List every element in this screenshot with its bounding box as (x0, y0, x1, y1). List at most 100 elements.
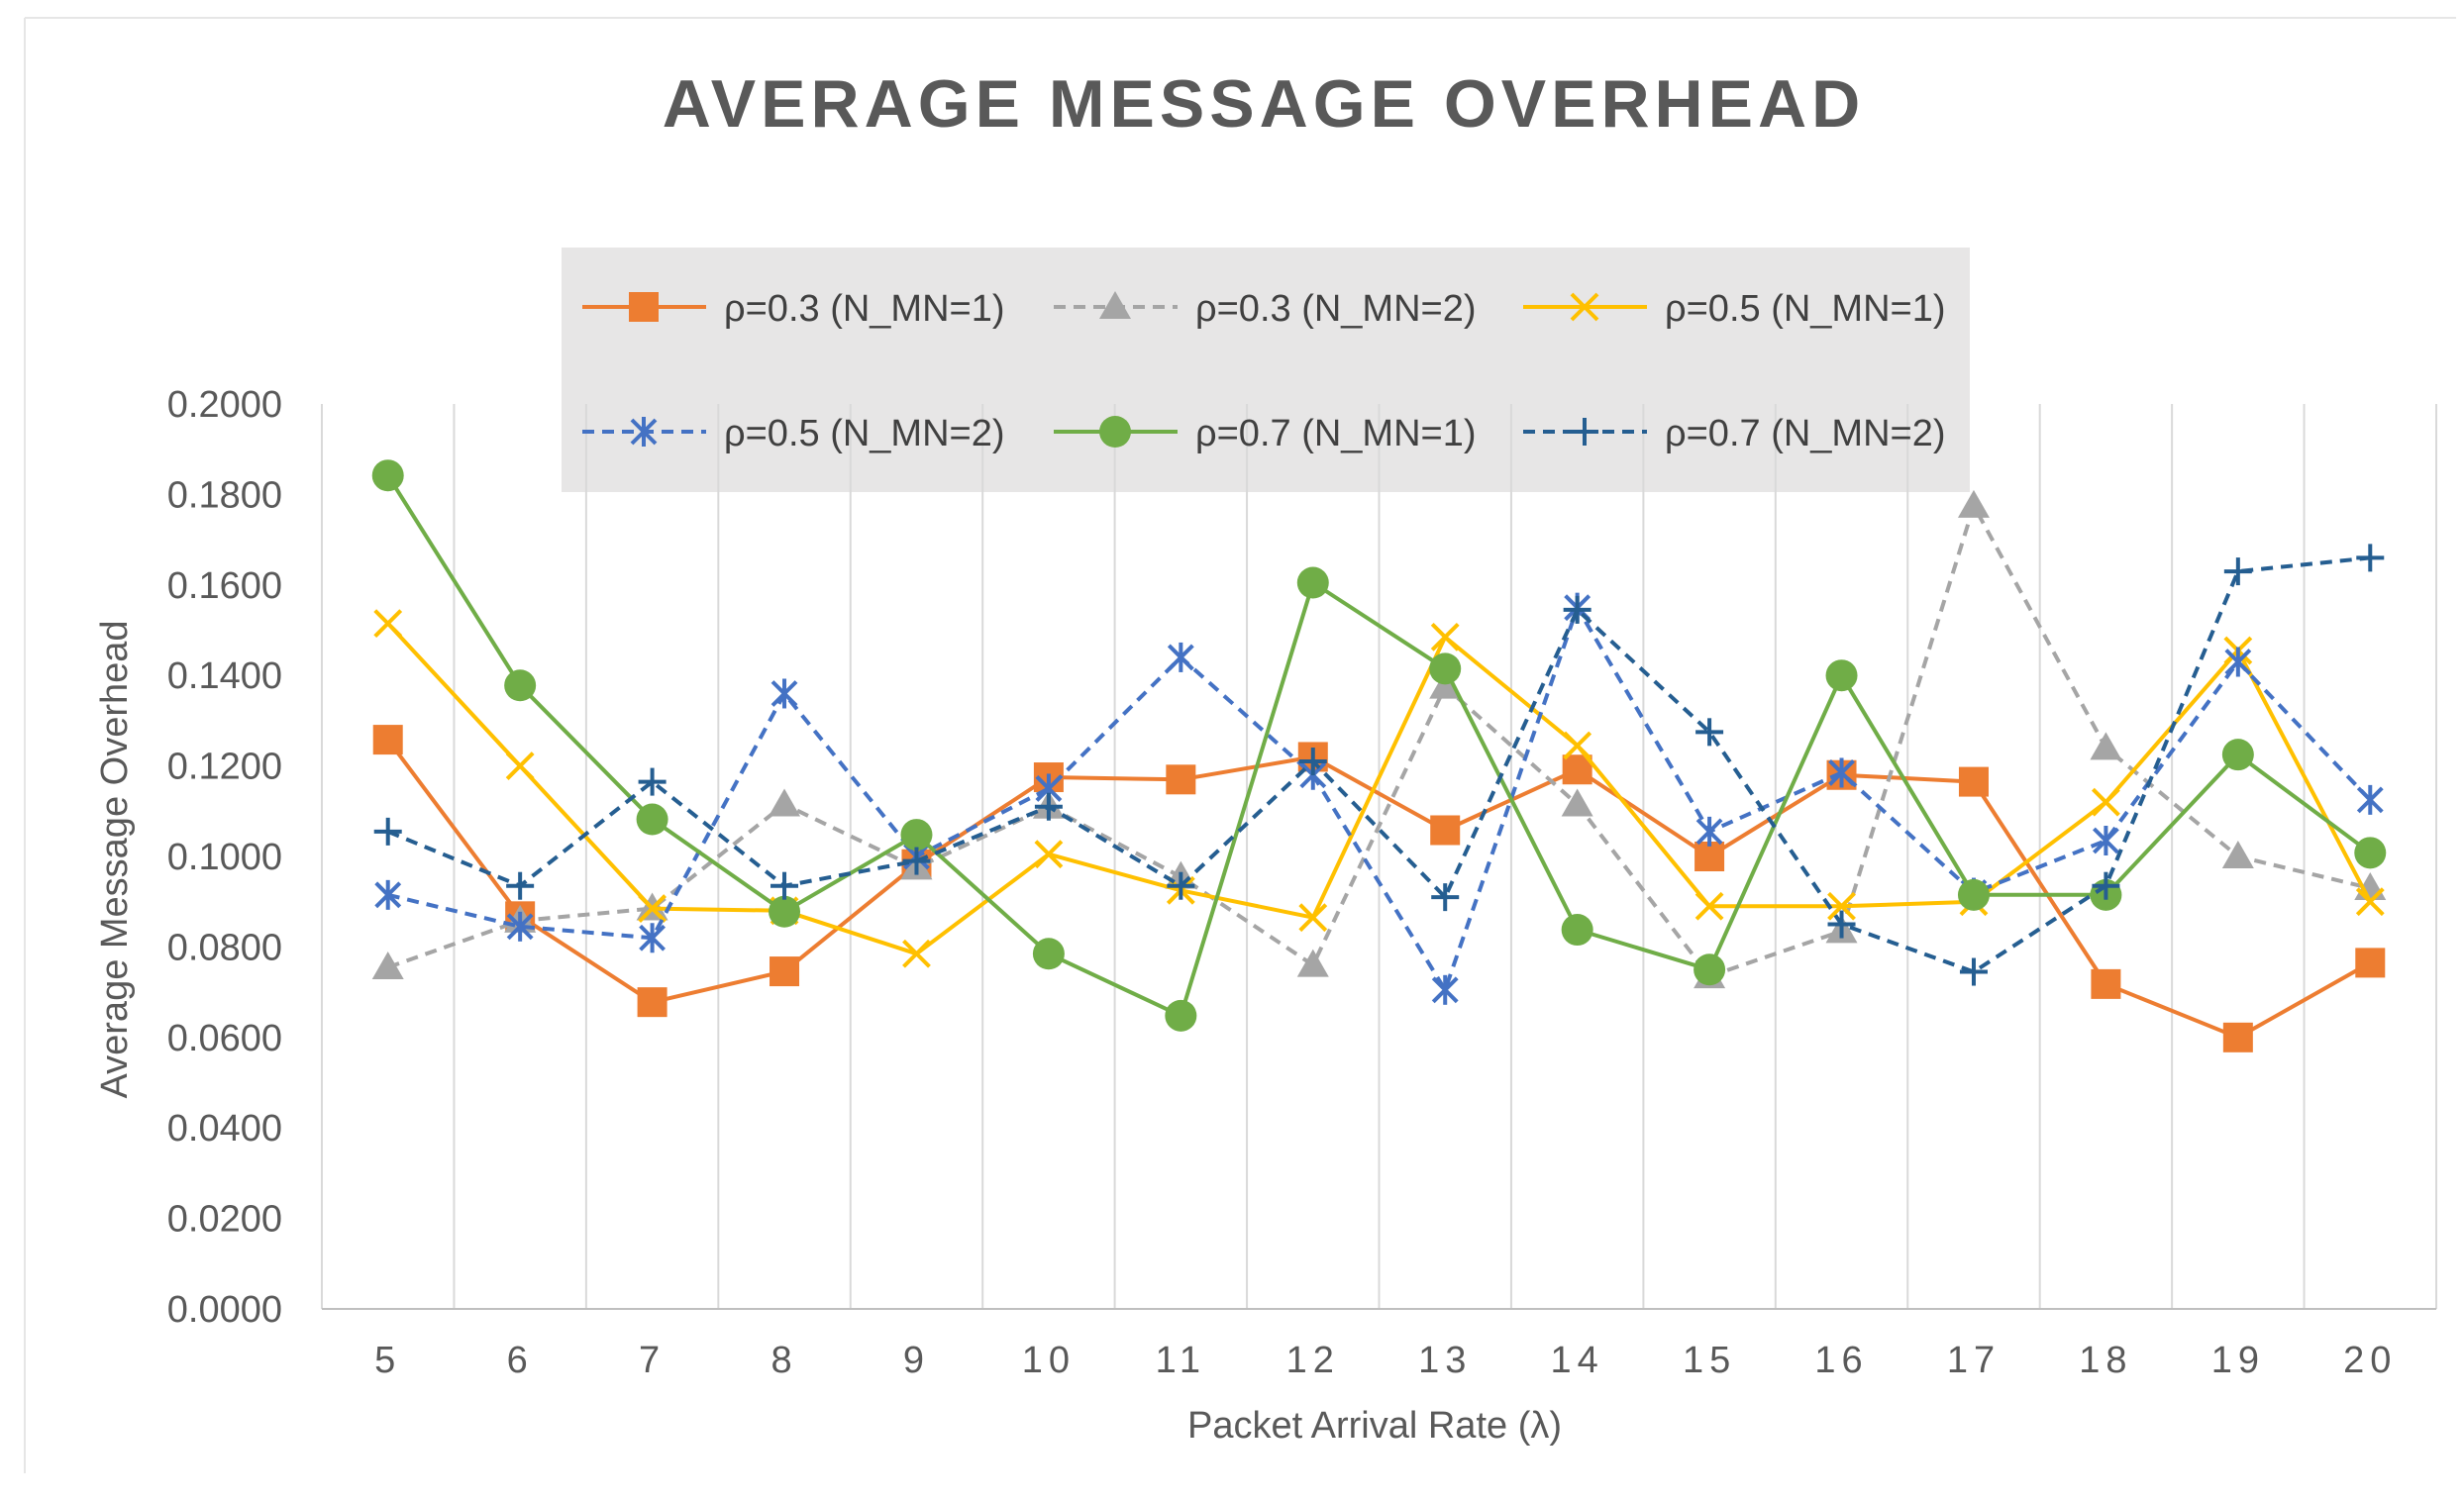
legend-marker (1099, 291, 1131, 319)
data-point (770, 871, 799, 900)
data-point (2356, 544, 2385, 572)
data-point (2356, 784, 2384, 815)
series-5 (371, 459, 2387, 1032)
legend-label: ρ=0.5 (N_MN=2) (724, 413, 1005, 454)
x-tick-label: 13 (1418, 1340, 1472, 1381)
legend-marker (629, 292, 659, 322)
data-point (372, 725, 403, 755)
data-point (2092, 871, 2120, 900)
data-point (1561, 914, 1593, 947)
data-point (639, 923, 667, 953)
data-point (2091, 787, 2120, 817)
data-point (1166, 764, 1196, 795)
data-point (1563, 731, 1592, 760)
x-tick-label: 11 (1156, 1340, 1206, 1381)
y-axis-title: Average Message Overhead (94, 620, 136, 1098)
x-tick-label: 18 (2079, 1340, 2132, 1381)
data-point (1034, 792, 1063, 821)
legend: ρ=0.3 (N_MN=1) ρ=0.3 (N_MN=2) ρ=0.5 (N_MN=… (582, 288, 1946, 454)
data-point (1694, 842, 1725, 871)
x-tick-label: 12 (1286, 1340, 1340, 1381)
chart-title: AVERAGE MESSAGE OVERHEAD (663, 66, 1865, 142)
data-point (373, 817, 402, 846)
data-point (373, 609, 403, 639)
data-point (1827, 891, 1856, 921)
data-point (1034, 840, 1064, 869)
data-point (1825, 659, 1858, 692)
legend-label: ρ=0.3 (N_MN=2) (1195, 288, 1477, 330)
data-point (506, 871, 535, 900)
data-point (1165, 999, 1197, 1032)
data-point (1298, 903, 1328, 933)
x-tick-label: 10 (1022, 1340, 1076, 1381)
y-tick-label: 0.1400 (167, 655, 282, 697)
data-point (2224, 647, 2252, 677)
x-tick-label: 5 (374, 1340, 401, 1381)
legend-item: ρ=0.5 (N_MN=1) (1523, 288, 1946, 330)
data-point (1695, 816, 1723, 847)
data-point (1561, 788, 1593, 817)
data-point (2222, 1022, 2253, 1052)
legend-item: ρ=0.7 (N_MN=1) (1054, 413, 1477, 454)
data-point (770, 956, 800, 987)
data-point (1296, 949, 1329, 977)
data-point (2354, 837, 2387, 869)
legend-marker (1571, 418, 1598, 446)
data-point (504, 669, 537, 702)
data-point (2355, 887, 2385, 917)
x-axis-title: Packet Arrival Rate (λ) (1187, 1405, 1562, 1447)
data-point (1694, 891, 1724, 921)
data-point (1431, 883, 1460, 912)
data-point (374, 879, 402, 910)
data-point (1694, 953, 1726, 986)
data-point (2092, 826, 2119, 856)
series-line (387, 503, 2371, 979)
legend-item: ρ=0.5 (N_MN=2) (582, 413, 1005, 454)
data-point (1430, 815, 1461, 846)
legend-item: ρ=0.7 (N_MN=2) (1523, 413, 1946, 454)
data-point (1429, 652, 1462, 685)
data-point (1828, 757, 1855, 788)
data-point (1958, 766, 1989, 797)
legend-marker (1099, 416, 1131, 448)
series-line (386, 738, 2372, 1040)
y-tick-label: 0.1200 (167, 747, 282, 788)
data-point (371, 951, 404, 979)
data-point (902, 847, 931, 875)
data-point (1167, 871, 1195, 900)
data-point (900, 819, 933, 852)
y-tick-label: 0.0200 (167, 1199, 282, 1241)
data-point (1695, 718, 1724, 747)
series-line (386, 622, 2373, 956)
data-point (1296, 566, 1329, 599)
legend-label: ρ=0.7 (N_MN=1) (1195, 413, 1477, 454)
series-line (386, 474, 2372, 1018)
data-point (1430, 622, 1460, 651)
data-point (769, 895, 801, 928)
y-tick-label: 0.1800 (167, 474, 282, 516)
data-point (1959, 957, 1988, 986)
data-point (1957, 878, 1990, 911)
data-point (902, 939, 931, 968)
x-tick-label: 17 (1947, 1340, 2001, 1381)
data-point (1563, 595, 1591, 624)
data-point (770, 678, 798, 709)
legend-item: ρ=0.3 (N_MN=1) (582, 288, 1005, 330)
y-tick-label: 0.0800 (167, 927, 282, 968)
data-point (2223, 557, 2252, 586)
x-tick-label: 14 (1551, 1340, 1604, 1381)
data-point (1298, 748, 1327, 776)
data-point (2355, 948, 2386, 978)
data-point (638, 894, 667, 923)
data-point (2221, 841, 2254, 868)
legend-label: ρ=0.5 (N_MN=1) (1665, 288, 1946, 330)
x-tick-label: 8 (770, 1340, 797, 1381)
legend-label: ρ=0.3 (N_MN=1) (724, 288, 1005, 330)
legend-item: ρ=0.3 (N_MN=2) (1054, 288, 1477, 330)
y-tick-label: 0.1600 (167, 565, 282, 607)
x-tick-label: 6 (507, 1340, 534, 1381)
y-tick-label: 0.2000 (167, 384, 282, 426)
data-point (636, 803, 668, 836)
legend-marker (1570, 292, 1599, 322)
